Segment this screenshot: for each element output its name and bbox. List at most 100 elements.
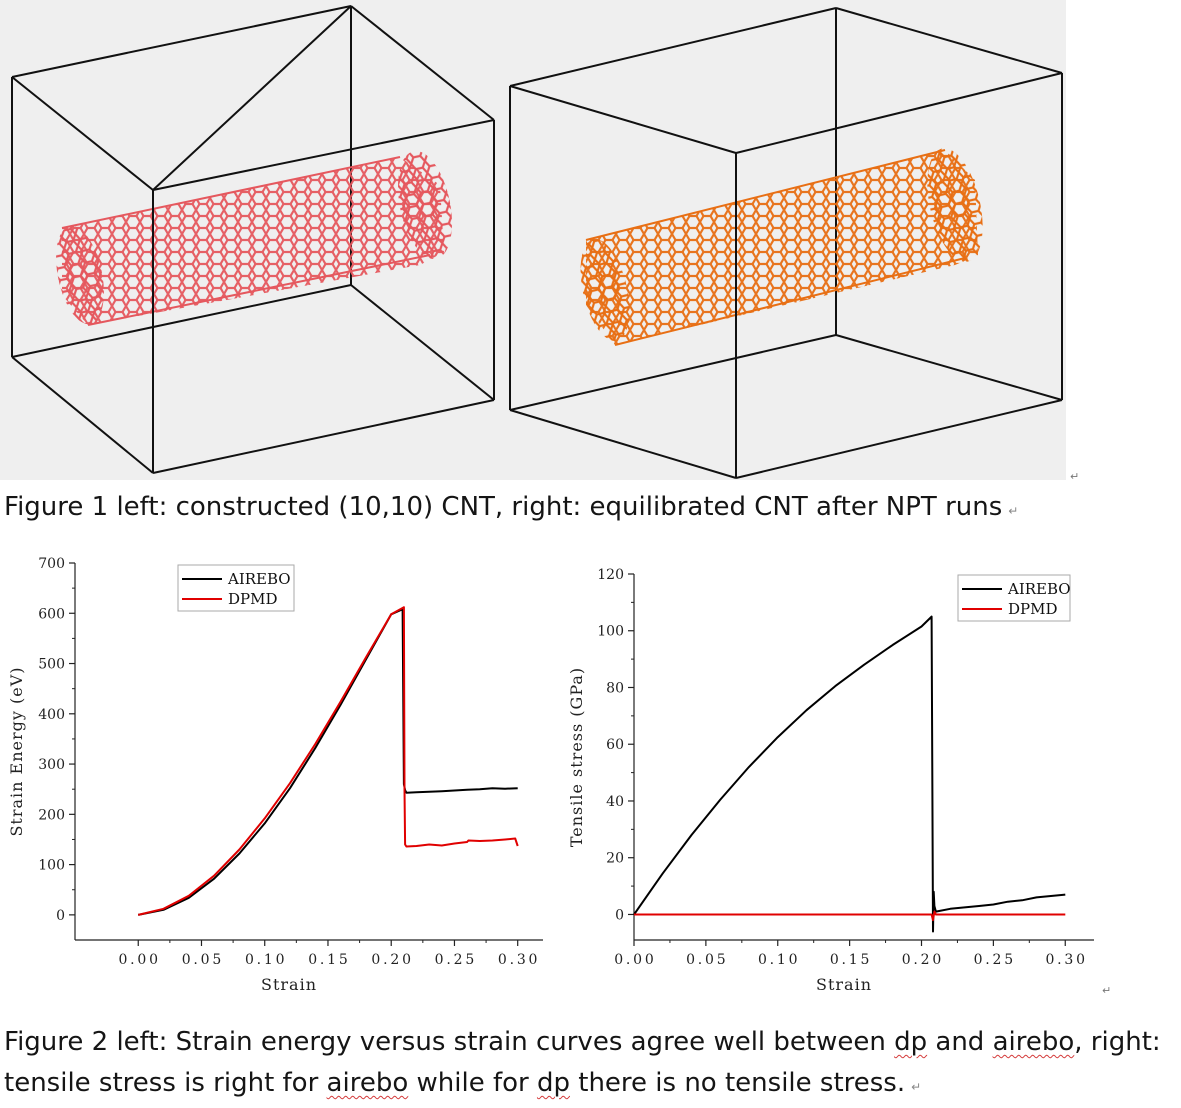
figure2-caption: Figure 2 left: Strain energy versus stra… <box>4 1022 1180 1108</box>
stress-y-tick: 120 <box>597 567 634 583</box>
stress-y-tick-label: 60 <box>606 737 624 753</box>
energy-y-tick: 0 <box>56 908 75 924</box>
energy-y-tick: 400 <box>38 707 75 723</box>
energy-y-tick: 700 <box>38 556 75 572</box>
energy-x-tick: 0 . 2 5 <box>435 940 475 968</box>
energy-x-tick: 0 . 1 5 <box>308 940 348 968</box>
energy-axes <box>74 563 543 941</box>
stress-y-tick: 0 <box>615 907 634 923</box>
stress-y-tick-label: 120 <box>597 567 624 583</box>
stress-y-tick-label: 100 <box>597 624 624 640</box>
energy-x-tick-label: 0 . 2 0 <box>371 952 411 968</box>
energy-x-tick-label: 0 . 2 5 <box>435 952 475 968</box>
figure1-caption: Figure 1 left: constructed (10,10) CNT, … <box>4 492 1018 522</box>
caption-text-segment: there is no tensile stress. <box>569 1068 906 1098</box>
energy-x-tick-label: 0 . 3 0 <box>498 952 538 968</box>
energy-series-dpmd-line <box>137 606 519 916</box>
energy-x-tick: 0 . 2 0 <box>371 940 411 968</box>
stress-series-dpmd-line <box>634 910 1066 922</box>
stress-legend-label: DPMD <box>1008 600 1058 618</box>
stress-y-tick: 60 <box>606 737 634 753</box>
stress-x-tick: 0 . 0 5 <box>686 940 726 968</box>
energy-y-tick-label: 0 <box>56 908 65 924</box>
left-simulation-box-back <box>11 5 495 401</box>
cnt-render-image <box>11 5 1063 479</box>
caption-text-segment: Figure 2 left: Strain energy versus stra… <box>4 1027 895 1057</box>
energy-y-tick: 300 <box>38 757 75 773</box>
stress-x-tick: 0 . 2 0 <box>902 940 942 968</box>
energy-x-tick-label: 0 . 1 5 <box>308 952 348 968</box>
stress-y-tick: 80 <box>606 680 634 696</box>
energy-x-axis-title: Strain <box>261 975 317 994</box>
stress-x-tick-label: 0 . 0 5 <box>686 952 726 968</box>
energy-legend: AIREBO DPMD <box>177 564 295 612</box>
stress-x-tick-label: 0 . 0 0 <box>614 952 654 968</box>
stress-x-tick: 0 . 3 0 <box>1045 940 1085 968</box>
stress-y-axis-title: Tensile stress (GPa) <box>567 667 586 847</box>
energy-y-tick-label: 100 <box>38 858 65 874</box>
energy-y-tick-label: 300 <box>38 757 65 773</box>
stress-x-tick-label: 0 . 2 5 <box>974 952 1014 968</box>
energy-x-tick: 0 . 1 0 <box>245 940 285 968</box>
stress-y-tick: 40 <box>606 794 634 810</box>
figure1-caption-text: Figure 1 left: constructed (10,10) CNT, … <box>4 492 1003 522</box>
energy-y-tick-label: 600 <box>38 606 65 622</box>
paragraph-mark: ↵ <box>1070 470 1080 483</box>
right-cnt-tube <box>580 148 983 346</box>
stress-legend: AIREBO DPMD <box>957 574 1071 622</box>
stress-y-tick-label: 40 <box>606 794 624 810</box>
left-cnt-tube <box>56 150 452 326</box>
spellcheck-flagged-word: airebo <box>326 1068 409 1098</box>
energy-x-tick-label: 0 . 0 5 <box>182 952 222 968</box>
stress-x-tick: 0 . 2 5 <box>974 940 1014 968</box>
energy-y-tick: 500 <box>38 657 75 673</box>
energy-y-tick-label: 400 <box>38 707 65 723</box>
caption-text-segment: and <box>927 1027 993 1057</box>
tensile-stress-chart: 0 20 40 60 80 100 120 0 . 0 0 0 . 0 5 0 . 1 0 0 . … <box>567 567 1094 994</box>
stress-x-tick: 0 . 1 5 <box>830 940 870 968</box>
energy-x-tick: 0 . 3 0 <box>498 940 538 968</box>
paragraph-mark: ↵ <box>911 1080 922 1094</box>
stress-y-tick: 20 <box>606 851 634 867</box>
energy-legend-label: DPMD <box>228 590 278 608</box>
paragraph-mark: ↵ <box>1102 984 1112 997</box>
strain-energy-chart: 0 100 200 300 400 500 600 700 0 . 0 0 0 . 0 5 0 . … <box>7 556 543 994</box>
stress-axes <box>633 574 1094 941</box>
stress-y-tick-label: 0 <box>615 907 624 923</box>
energy-y-tick-label: 200 <box>38 807 65 823</box>
stress-x-axis-title: Strain <box>816 975 872 994</box>
caption-text-segment: while for <box>408 1068 537 1098</box>
paragraph-mark: ↵ <box>1008 504 1019 518</box>
spellcheck-flagged-word: dp <box>536 1068 570 1098</box>
stress-x-tick-label: 0 . 2 0 <box>902 952 942 968</box>
energy-y-axis-title: Strain Energy (eV) <box>7 666 26 836</box>
energy-y-tick-label: 500 <box>38 657 65 673</box>
energy-x-tick-label: 0 . 1 0 <box>245 952 285 968</box>
energy-series-airebo-line <box>138 608 518 916</box>
stress-x-tick-label: 0 . 1 5 <box>830 952 870 968</box>
stress-y-tick-label: 80 <box>606 680 624 696</box>
stress-x-tick: 0 . 0 0 <box>614 940 654 968</box>
energy-legend-label: AIREBO <box>227 570 291 588</box>
energy-y-tick: 600 <box>38 606 75 622</box>
stress-x-tick-label: 0 . 3 0 <box>1045 952 1085 968</box>
left-simulation-box <box>11 76 495 474</box>
stress-x-tick-label: 0 . 1 0 <box>758 952 798 968</box>
stress-y-tick-label: 20 <box>606 851 624 867</box>
stress-legend-label: AIREBO <box>1007 580 1071 598</box>
energy-x-tick-label: 0 . 0 0 <box>118 952 158 968</box>
energy-y-tick: 100 <box>38 858 75 874</box>
spellcheck-flagged-word: airebo <box>992 1027 1075 1057</box>
right-simulation-box-back <box>509 7 1063 411</box>
caption-text-segment: , right: tensile stress is right for <box>4 1027 1161 1098</box>
stress-y-tick: 100 <box>597 624 634 640</box>
stress-x-tick: 0 . 1 0 <box>758 940 798 968</box>
energy-y-tick-label: 700 <box>38 556 65 572</box>
energy-x-tick: 0 . 0 0 <box>118 940 158 968</box>
energy-x-tick: 0 . 0 5 <box>182 940 222 968</box>
energy-y-tick: 200 <box>38 807 75 823</box>
cnt-render-panel <box>0 0 1066 480</box>
stress-series-airebo-line <box>633 615 1066 933</box>
spellcheck-flagged-word: dp <box>894 1027 928 1057</box>
right-simulation-box <box>509 72 1063 479</box>
